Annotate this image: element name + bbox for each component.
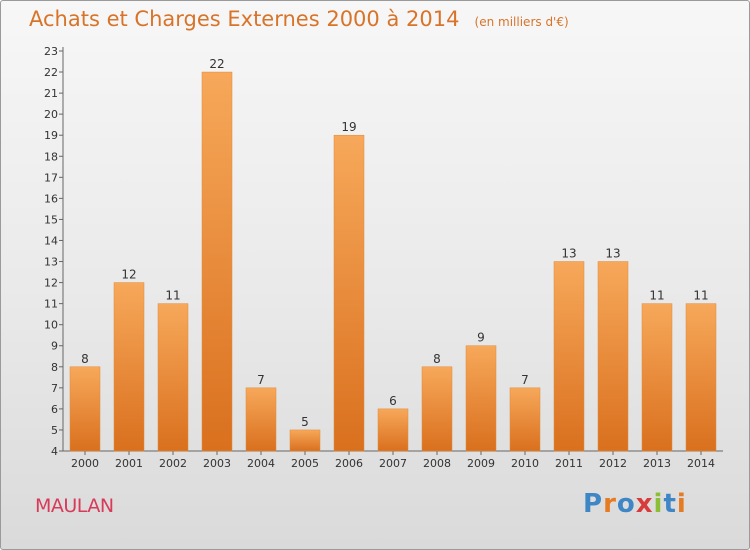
bar-value-label: 8 bbox=[433, 352, 441, 366]
x-tick-label: 2013 bbox=[643, 457, 671, 470]
bar-2002 bbox=[157, 303, 189, 452]
bar-value-label: 19 bbox=[341, 120, 356, 134]
x-tick-label: 2012 bbox=[599, 457, 627, 470]
bar-value-label: 11 bbox=[693, 289, 708, 303]
bar-value-label: 9 bbox=[477, 331, 485, 345]
logo-letter: r bbox=[603, 489, 617, 519]
y-tick-label: 22 bbox=[44, 66, 58, 79]
bar-value-label: 13 bbox=[605, 247, 620, 261]
bar-2012 bbox=[597, 261, 629, 452]
commune-name: MAULAN bbox=[35, 495, 114, 517]
y-tick-label: 21 bbox=[44, 87, 58, 100]
y-tick-label: 23 bbox=[44, 45, 58, 58]
logo-letter: t bbox=[663, 489, 677, 519]
y-tick-label: 15 bbox=[44, 213, 58, 226]
y-tick-label: 10 bbox=[44, 319, 58, 332]
title-row: Achats et Charges Externes 2000 à 2014 (… bbox=[29, 7, 569, 31]
bar-2009 bbox=[465, 345, 497, 452]
chart-unit: (en milliers d'€) bbox=[474, 15, 569, 29]
logo-letter: x bbox=[635, 489, 654, 519]
bar-value-label: 13 bbox=[561, 247, 576, 261]
logo-letter: P bbox=[583, 489, 604, 519]
bar-value-label: 7 bbox=[521, 373, 529, 387]
bar-value-label: 7 bbox=[257, 373, 265, 387]
chart-title: Achats et Charges Externes 2000 à 2014 bbox=[29, 7, 460, 31]
x-tick-label: 2002 bbox=[159, 457, 187, 470]
y-tick-label: 11 bbox=[44, 298, 58, 311]
y-tick-label: 8 bbox=[51, 361, 58, 374]
bar-2010 bbox=[509, 387, 541, 452]
x-tick-label: 2007 bbox=[379, 457, 407, 470]
y-tick-label: 13 bbox=[44, 256, 58, 269]
labels: 8 2000 12 2001 11 2002 22 2003 7 2004 5 2005 19 2006 6… bbox=[71, 57, 715, 470]
bar-value-label: 12 bbox=[121, 268, 136, 282]
bar-2001 bbox=[113, 282, 145, 452]
y-tick-label: 7 bbox=[51, 382, 58, 395]
bar-value-label: 11 bbox=[649, 289, 664, 303]
y-tick-label: 14 bbox=[44, 234, 58, 247]
y-tick-label: 16 bbox=[44, 192, 58, 205]
y-tick-label: 17 bbox=[44, 171, 58, 184]
bar-2007 bbox=[377, 408, 409, 452]
bar-2003 bbox=[201, 71, 233, 452]
bar-2005 bbox=[289, 429, 321, 452]
bar-value-label: 6 bbox=[389, 394, 397, 408]
y-tick-label: 6 bbox=[51, 403, 58, 416]
bar-value-label: 22 bbox=[209, 57, 224, 71]
bar-2004 bbox=[245, 387, 277, 452]
x-tick-label: 2001 bbox=[115, 457, 143, 470]
x-tick-label: 2009 bbox=[467, 457, 495, 470]
bar-2011 bbox=[553, 261, 585, 452]
y-tick-label: 12 bbox=[44, 277, 58, 290]
y-tick-label: 20 bbox=[44, 108, 58, 121]
bar-value-label: 8 bbox=[81, 352, 89, 366]
y-tick-label: 9 bbox=[51, 340, 58, 353]
x-tick-label: 2000 bbox=[71, 457, 99, 470]
y-tick-label: 18 bbox=[44, 150, 58, 163]
bar-2008 bbox=[421, 366, 453, 452]
y-tick-label: 5 bbox=[51, 424, 58, 437]
x-tick-label: 2005 bbox=[291, 457, 319, 470]
x-tick-label: 2010 bbox=[511, 457, 539, 470]
bar-2014 bbox=[685, 303, 717, 452]
bar-value-label: 5 bbox=[301, 415, 309, 429]
x-tick-label: 2006 bbox=[335, 457, 363, 470]
bar-2013 bbox=[641, 303, 673, 452]
bar-2000 bbox=[69, 366, 101, 452]
y-tick-label: 19 bbox=[44, 129, 58, 142]
bar-2006 bbox=[333, 134, 365, 452]
bars bbox=[69, 71, 717, 452]
logo-letter: i bbox=[676, 489, 687, 519]
x-tick-label: 2014 bbox=[687, 457, 715, 470]
bar-value-label: 11 bbox=[165, 289, 180, 303]
x-tick-label: 2003 bbox=[203, 457, 231, 470]
proxiti-logo[interactable]: Proxiti bbox=[583, 489, 687, 519]
logo-letter: i bbox=[653, 489, 664, 519]
y-tick-label: 4 bbox=[51, 445, 58, 458]
x-tick-label: 2011 bbox=[555, 457, 583, 470]
logo-letter: o bbox=[616, 489, 636, 519]
x-tick-label: 2004 bbox=[247, 457, 275, 470]
x-tick-label: 2008 bbox=[423, 457, 451, 470]
